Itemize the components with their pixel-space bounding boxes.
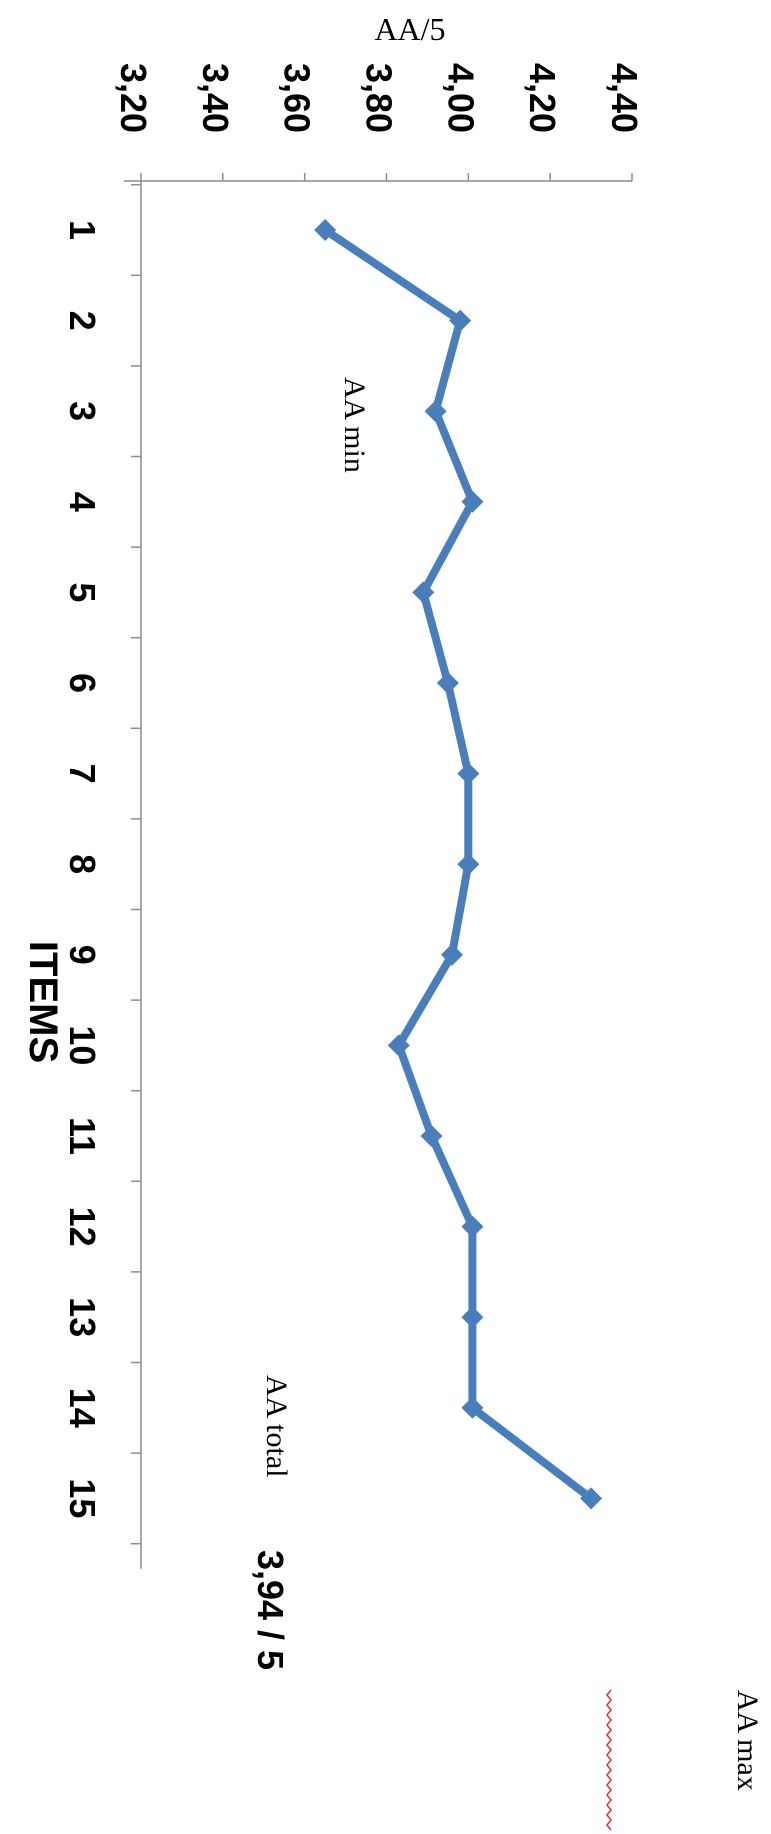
category-tick-label: 15 <box>62 1478 103 1518</box>
category-tick-label: 3 <box>62 401 103 421</box>
value-tick-label: 4,20 <box>522 63 563 133</box>
annotation-aa-min: AA min <box>338 377 371 473</box>
data-point-marker <box>461 1396 484 1419</box>
value-tick-label: 3,40 <box>195 63 236 133</box>
data-point-marker <box>314 219 337 241</box>
spellcheck-squiggle-path <box>606 1689 612 1831</box>
data-point-marker <box>457 853 480 876</box>
category-tick-label: 12 <box>62 1207 103 1247</box>
category-tick-label: 2 <box>62 311 103 331</box>
category-tick-label: 6 <box>62 673 103 693</box>
value-tick-label: 4,40 <box>604 63 645 133</box>
x-axis-title: ITEMS <box>21 941 65 1063</box>
data-point-marker <box>387 1034 410 1057</box>
y-axis-title: AA/5 <box>374 11 445 47</box>
category-tick-label: 8 <box>62 854 103 874</box>
value-tick-label: 3,20 <box>113 63 154 133</box>
spellcheck-underline-icon <box>606 1689 612 1831</box>
data-point-marker <box>436 672 459 694</box>
category-tick-label: 7 <box>62 764 103 784</box>
category-tick-label: 9 <box>62 945 103 965</box>
data-point-marker <box>457 762 480 785</box>
data-point-marker <box>440 943 463 966</box>
data-point-marker <box>461 1306 484 1329</box>
category-tick-label: 1 <box>62 220 103 240</box>
data-point-marker <box>449 309 472 332</box>
tick-labels: 3,20 3,40 3,60 3,80 4,00 4,20 4,40123456789101… <box>62 63 645 1518</box>
category-tick-label: 10 <box>62 1025 103 1065</box>
data-point-marker <box>420 1125 443 1147</box>
data-point-marker <box>412 581 435 604</box>
series-layer <box>314 219 603 1510</box>
category-tick-label: 4 <box>62 492 103 512</box>
annotation-aa-total: AA total <box>260 1375 293 1478</box>
category-tick-label: 5 <box>62 582 103 602</box>
value-tick-label: 4,00 <box>440 63 481 133</box>
axes <box>124 173 633 1569</box>
category-tick-label: 11 <box>62 1117 103 1155</box>
annotation-aa-max: AA max <box>731 1690 764 1791</box>
annotation-aa-total-value: 3,94 / 5 <box>250 1550 291 1670</box>
value-tick-label: 3,60 <box>277 63 318 133</box>
category-tick-label: 14 <box>62 1388 103 1428</box>
data-point-marker <box>580 1487 603 1510</box>
data-point-marker <box>424 400 447 423</box>
category-tick-label: 13 <box>62 1297 103 1337</box>
data-point-marker <box>461 490 484 513</box>
data-point-marker <box>461 1215 484 1238</box>
value-tick-label: 3,80 <box>359 63 400 133</box>
